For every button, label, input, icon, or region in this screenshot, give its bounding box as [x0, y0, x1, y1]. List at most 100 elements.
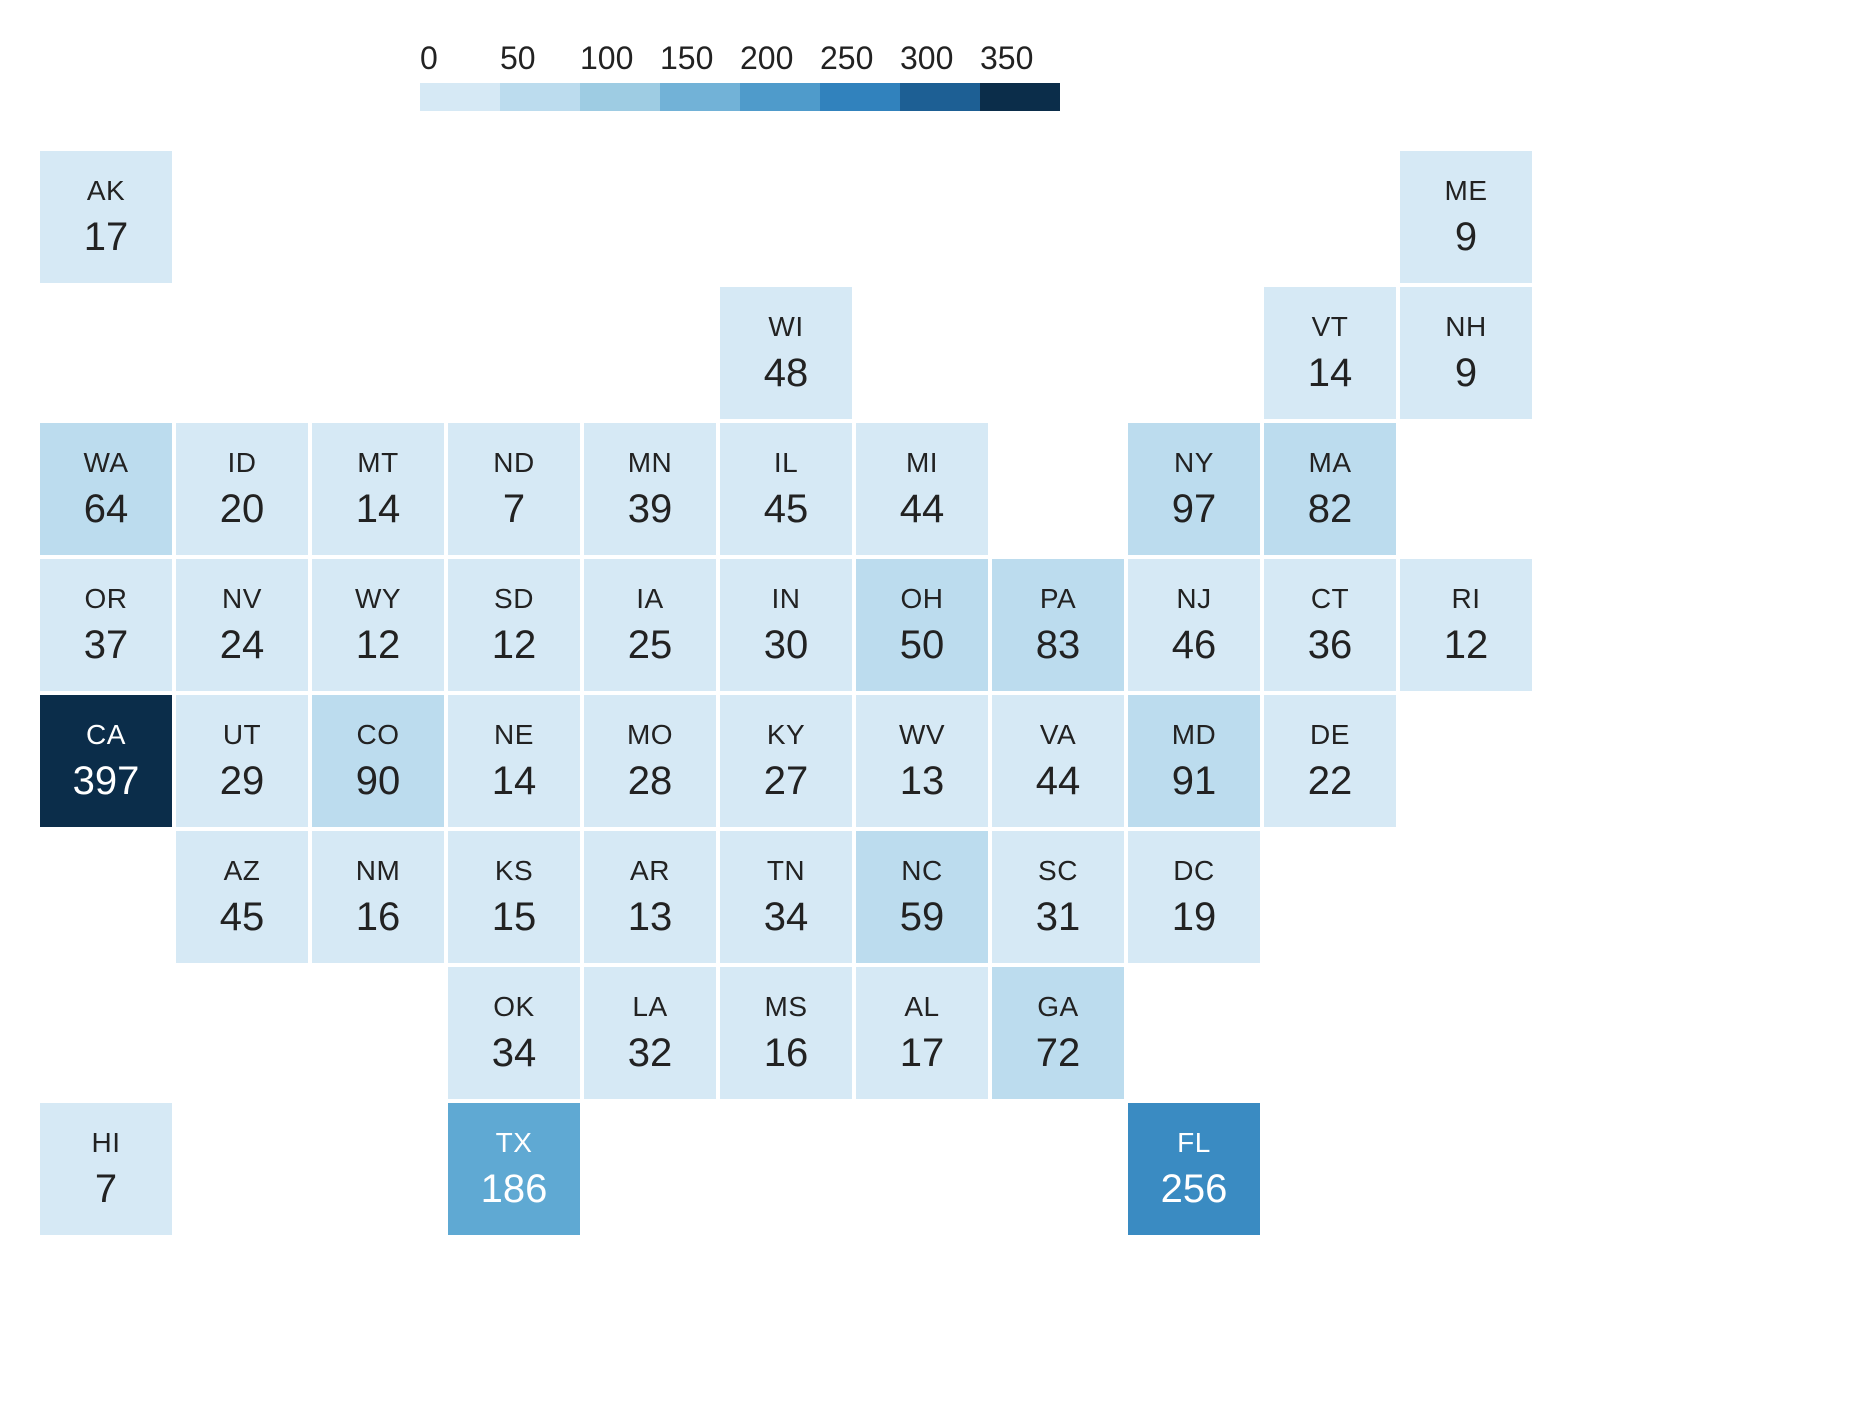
state-tile-tn[interactable]: TN34 [720, 831, 852, 963]
state-abbr: SC [1038, 855, 1078, 887]
state-tile-mi[interactable]: MI44 [856, 423, 988, 555]
state-value: 32 [628, 1031, 673, 1076]
legend-tick-label: 100 [580, 40, 633, 77]
state-tile-ia[interactable]: IA25 [584, 559, 716, 691]
state-tile-md[interactable]: MD91 [1128, 695, 1260, 827]
state-tile-nv[interactable]: NV24 [176, 559, 308, 691]
state-tile-mn[interactable]: MN39 [584, 423, 716, 555]
state-tile-oh[interactable]: OH50 [856, 559, 988, 691]
state-abbr: GA [1037, 991, 1078, 1023]
state-tile-ar[interactable]: AR 13 [584, 831, 716, 963]
state-tile-id[interactable]: ID20 [176, 423, 308, 555]
state-value: 9 [1455, 215, 1477, 260]
state-tile-ky[interactable]: KY27 [720, 695, 852, 827]
state-abbr: WA [83, 447, 128, 479]
legend-tick-label: 0 [420, 40, 438, 77]
state-value: 82 [1308, 487, 1353, 532]
state-abbr: AR [630, 855, 670, 887]
state-abbr: NH [1445, 311, 1486, 343]
state-tile-or[interactable]: OR37 [40, 559, 172, 691]
state-tile-ga[interactable]: GA 72 [992, 967, 1124, 1099]
state-tile-ak[interactable]: AK17 [40, 151, 172, 283]
state-tile-wa[interactable]: WA64 [40, 423, 172, 555]
state-value: 50 [900, 623, 945, 668]
state-tile-la[interactable]: LA 32 [584, 967, 716, 1099]
legend-swatch [580, 83, 660, 111]
state-tile-mo[interactable]: MO28 [584, 695, 716, 827]
state-tile-nj[interactable]: NJ46 [1128, 559, 1260, 691]
state-tile-hi[interactable]: HI7 [40, 1103, 172, 1235]
state-value: 13 [628, 895, 673, 940]
state-tile-tx[interactable]: TX186 [448, 1103, 580, 1235]
state-tile-sc[interactable]: SC 31 [992, 831, 1124, 963]
state-abbr: MN [628, 447, 673, 479]
state-tile-ri[interactable]: RI12 [1400, 559, 1532, 691]
state-abbr: LA [632, 991, 667, 1023]
state-value: 13 [900, 759, 945, 804]
state-abbr: CA [86, 719, 126, 751]
state-abbr: NE [494, 719, 534, 751]
state-tile-pa[interactable]: PA83 [992, 559, 1124, 691]
legend-swatch [820, 83, 900, 111]
state-tile-ny[interactable]: NY97 [1128, 423, 1260, 555]
state-tile-de[interactable]: DE22 [1264, 695, 1396, 827]
state-tile-ct[interactable]: CT36 [1264, 559, 1396, 691]
state-tile-wy[interactable]: WY12 [312, 559, 444, 691]
legend-tick: 300 [900, 40, 980, 111]
state-tile-wi[interactable]: WI48 [720, 287, 852, 419]
legend-tick: 200 [740, 40, 820, 111]
state-value: 22 [1308, 759, 1353, 804]
state-tile-nm[interactable]: NM16 [312, 831, 444, 963]
state-tile-nh[interactable]: NH9 [1400, 287, 1532, 419]
state-value: 46 [1172, 623, 1217, 668]
legend-swatch [500, 83, 580, 111]
state-abbr: WY [355, 583, 401, 615]
state-abbr: NV [222, 583, 262, 615]
state-tile-sd[interactable]: SD12 [448, 559, 580, 691]
state-tile-ms[interactable]: MS16 [720, 967, 852, 1099]
state-tile-co[interactable]: CO90 [312, 695, 444, 827]
state-value: 14 [356, 487, 401, 532]
state-tile-me[interactable]: ME9 [1400, 151, 1532, 283]
state-abbr: MO [627, 719, 673, 751]
state-value: 31 [1036, 895, 1081, 940]
state-tile-ut[interactable]: UT29 [176, 695, 308, 827]
legend-swatch [980, 83, 1060, 111]
state-abbr: OK [493, 991, 534, 1023]
state-tile-fl[interactable]: FL256 [1128, 1103, 1260, 1235]
state-tile-mt[interactable]: MT14 [312, 423, 444, 555]
legend-tick-label: 200 [740, 40, 793, 77]
state-value: 186 [481, 1167, 548, 1212]
state-tile-ks[interactable]: KS15 [448, 831, 580, 963]
state-value: 34 [764, 895, 809, 940]
state-tile-az[interactable]: AZ45 [176, 831, 308, 963]
legend-tick-label: 300 [900, 40, 953, 77]
state-tile-vt[interactable]: VT14 [1264, 287, 1396, 419]
state-abbr: PA [1040, 583, 1076, 615]
state-value: 397 [73, 759, 140, 804]
state-tile-va[interactable]: VA44 [992, 695, 1124, 827]
state-abbr: ID [228, 447, 257, 479]
state-tile-al[interactable]: AL17 [856, 967, 988, 1099]
state-tile-ok[interactable]: OK34 [448, 967, 580, 1099]
state-value: 19 [1172, 895, 1217, 940]
state-tile-ca[interactable]: CA 397 [40, 695, 172, 827]
state-tile-ma[interactable]: MA82 [1264, 423, 1396, 555]
state-abbr: IN [772, 583, 801, 615]
state-value: 17 [84, 215, 129, 260]
state-tile-wv[interactable]: WV13 [856, 695, 988, 827]
state-value: 72 [1036, 1031, 1081, 1076]
state-value: 44 [900, 487, 945, 532]
state-tile-in[interactable]: IN30 [720, 559, 852, 691]
legend-swatch [660, 83, 740, 111]
state-tile-il[interactable]: IL45 [720, 423, 852, 555]
state-grid: AK17ME9WI48VT14NH9WA64ID20MT14ND7MN39IL4… [40, 151, 1840, 1235]
legend-tick-label: 350 [980, 40, 1033, 77]
state-tile-dc[interactable]: DC19 [1128, 831, 1260, 963]
state-abbr: NM [356, 855, 401, 887]
state-tile-nd[interactable]: ND7 [448, 423, 580, 555]
state-tile-nc[interactable]: NC59 [856, 831, 988, 963]
state-tile-ne[interactable]: NE14 [448, 695, 580, 827]
state-abbr: HI [92, 1127, 121, 1159]
state-abbr: UT [223, 719, 261, 751]
